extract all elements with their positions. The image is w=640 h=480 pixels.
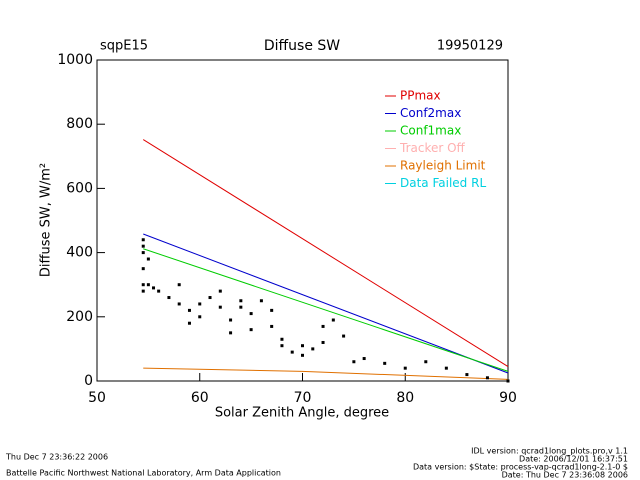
observed-point xyxy=(229,318,233,322)
observed-point xyxy=(218,305,222,309)
observed-point xyxy=(177,302,181,306)
observed-point xyxy=(177,283,181,287)
observed-point xyxy=(198,315,202,319)
footer-text: Date: 2006/12/01 16:37:51 xyxy=(519,455,628,464)
observed-point xyxy=(146,257,150,261)
observed-point xyxy=(141,244,145,248)
observed-point xyxy=(383,361,387,365)
observed-point xyxy=(331,318,335,322)
observed-point xyxy=(280,344,284,348)
observed-point xyxy=(157,289,161,293)
x-tick-label: 90 xyxy=(499,390,517,406)
observed-point xyxy=(301,344,304,348)
observed-point xyxy=(249,312,253,316)
observed-point xyxy=(403,366,407,370)
x-axis-label: Solar Zenith Angle, degree xyxy=(215,406,389,421)
observed-point xyxy=(187,308,191,312)
chart-title: Diffuse SW xyxy=(264,38,340,54)
y-axis-label: Diffuse SW, W/m² xyxy=(39,163,54,277)
observed-point xyxy=(218,289,222,293)
observed-point xyxy=(311,347,315,351)
x-tick-label: 80 xyxy=(396,390,414,406)
observed-point xyxy=(362,357,366,361)
observed-point xyxy=(444,366,448,370)
footer-text: Date: Thu Dec 7 23:36:08 2006 xyxy=(502,471,628,480)
observed-point xyxy=(280,337,284,341)
y-tick-label: 200 xyxy=(66,309,93,325)
legend-label: Data Failed RL xyxy=(400,176,486,190)
observed-point xyxy=(146,283,150,287)
series-line xyxy=(143,248,509,372)
footer-text: Battelle Pacific Northwest National Labo… xyxy=(6,469,281,478)
observed-point xyxy=(239,299,243,303)
legend-label: Conf1max xyxy=(400,124,461,138)
observed-point xyxy=(352,360,356,364)
x-tick-label: 60 xyxy=(191,390,209,406)
series-line xyxy=(142,139,509,367)
x-tick-label: 70 xyxy=(294,390,312,406)
x-tick-label: 50 xyxy=(88,390,106,406)
observed-point xyxy=(424,360,428,364)
observed-point xyxy=(290,350,294,354)
observed-point xyxy=(167,296,171,300)
observed-point xyxy=(229,331,233,335)
footer-text: Thu Dec 7 23:36:22 2006 xyxy=(5,453,108,462)
legend-label: PPmax xyxy=(400,89,441,103)
y-tick-label: 0 xyxy=(84,373,93,389)
legend-label: Rayleigh Limit xyxy=(400,159,486,173)
footer-text: IDL version: qcrad1long_plots.pro,v 1.1 xyxy=(471,447,628,456)
observed-point xyxy=(259,299,263,303)
date-label: 19950129 xyxy=(437,39,503,54)
y-tick-label: 800 xyxy=(66,116,93,132)
observed-point xyxy=(321,340,325,344)
observed-point xyxy=(342,334,346,338)
observed-point xyxy=(465,373,469,377)
observed-point xyxy=(141,283,145,287)
series-line xyxy=(143,367,509,380)
footer-text: Data version: $State: process-vap-qcrad1… xyxy=(413,463,628,472)
observed-point xyxy=(141,289,145,293)
observed-point xyxy=(141,238,145,242)
observed-point xyxy=(506,379,510,383)
legend-label: Conf2max xyxy=(400,106,461,120)
observed-point xyxy=(249,328,253,332)
observed-point xyxy=(239,305,243,309)
observed-point xyxy=(301,353,304,357)
series-line xyxy=(143,233,509,374)
observed-point xyxy=(485,376,489,380)
observed-point xyxy=(198,302,202,306)
legend-label: Tracker Off xyxy=(399,141,466,155)
y-tick-label: 1000 xyxy=(57,52,93,68)
observed-point xyxy=(321,324,325,328)
y-tick-label: 400 xyxy=(66,245,93,261)
observed-point xyxy=(208,296,212,300)
observed-point xyxy=(270,324,274,328)
y-tick-label: 600 xyxy=(66,180,93,196)
observed-point xyxy=(152,286,156,290)
observed-point xyxy=(141,251,145,255)
observed-point xyxy=(187,321,191,325)
site-label: sqpE15 xyxy=(100,39,148,54)
observed-point xyxy=(270,308,274,312)
observed-point xyxy=(141,267,145,271)
